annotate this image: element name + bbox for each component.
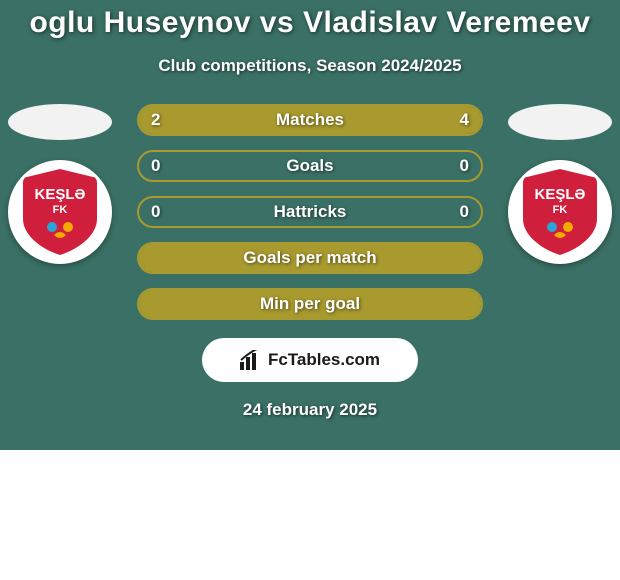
stat-label: Goals per match [243, 248, 376, 268]
club-name-text: KEŞLƏ [535, 186, 586, 203]
stat-value-left: 0 [151, 156, 160, 176]
comparison-card: oglu Huseynov vs Vladislav Veremeev Club… [0, 0, 620, 450]
stat-label: Min per goal [260, 294, 360, 314]
player-left-avatar-placeholder [8, 104, 112, 140]
comparison-subtitle: Club competitions, Season 2024/2025 [0, 56, 620, 76]
stat-value-left: 2 [151, 110, 160, 130]
player-left-club-badge: KEŞLƏ FK [8, 160, 112, 264]
club-sub-text: FK [553, 204, 568, 216]
stat-value-right: 0 [460, 156, 469, 176]
brand-text: FcTables.com [268, 350, 380, 370]
shield-icon: KEŞLƏ FK [523, 169, 597, 255]
comparison-title: oglu Huseynov vs Vladislav Veremeev [0, 6, 620, 40]
stat-bar: 0 0 Hattricks [137, 196, 483, 228]
stat-bar: Min per goal [137, 288, 483, 320]
club-name-text: KEŞLƏ [35, 186, 86, 203]
player-right-club-badge: KEŞLƏ FK [508, 160, 612, 264]
stat-label: Matches [276, 110, 344, 130]
club-sub-text: FK [53, 204, 68, 216]
bar-chart-icon [240, 350, 262, 370]
stat-value-right: 4 [460, 110, 469, 130]
stat-bar: Goals per match [137, 242, 483, 274]
stats-list: 2 4 Matches 0 0 Goals 0 0 Hattricks Goals per mat… [137, 104, 483, 320]
stat-bar: 2 4 Matches [137, 104, 483, 136]
stat-label: Hattricks [274, 202, 347, 222]
stat-label: Goals [286, 156, 333, 176]
player-right-avatar-placeholder [508, 104, 612, 140]
stat-bar: 0 0 Goals [137, 150, 483, 182]
comparison-date: 24 february 2025 [0, 400, 620, 420]
shield-icon: KEŞLƏ FK [23, 169, 97, 255]
player-left-column: KEŞLƏ FK [8, 104, 112, 264]
player-right-column: KEŞLƏ FK [508, 104, 612, 264]
brand-badge[interactable]: FcTables.com [202, 338, 418, 382]
comparison-content: KEŞLƏ FK KEŞLƏ FK [0, 104, 620, 420]
stat-value-right: 0 [460, 202, 469, 222]
stat-value-left: 0 [151, 202, 160, 222]
